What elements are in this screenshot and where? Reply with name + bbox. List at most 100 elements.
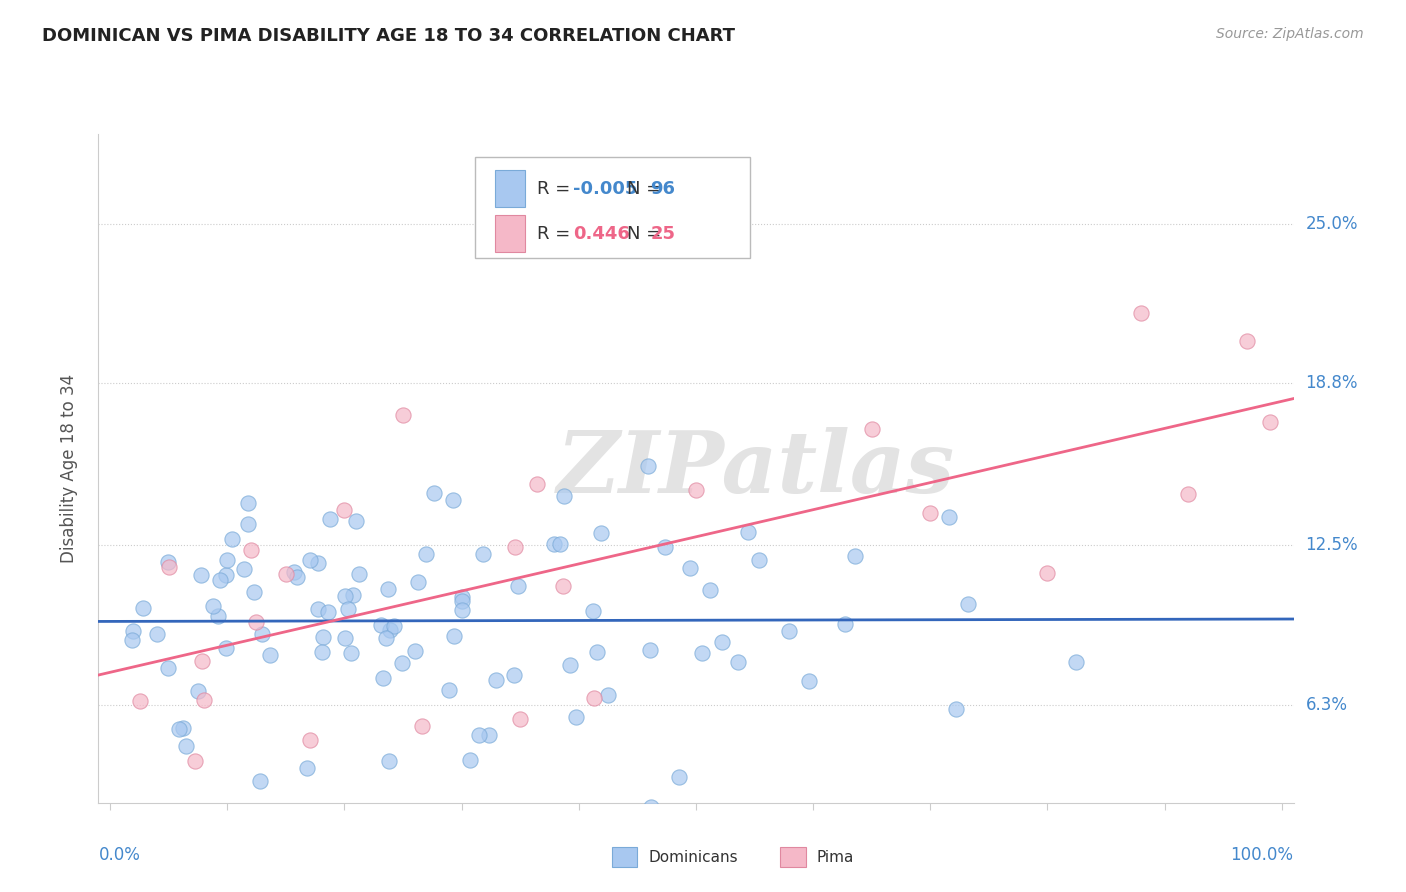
Point bbox=[596, 689, 619, 703]
Point bbox=[283, 566, 305, 580]
Text: 100.0%: 100.0% bbox=[1230, 847, 1294, 864]
Point bbox=[190, 567, 212, 582]
Point bbox=[1066, 655, 1088, 669]
Text: 18.8%: 18.8% bbox=[1305, 375, 1358, 392]
Point bbox=[860, 421, 883, 435]
Point bbox=[337, 601, 360, 615]
Point bbox=[737, 525, 759, 540]
Text: 0.446: 0.446 bbox=[572, 225, 630, 243]
Point bbox=[236, 516, 259, 531]
Point bbox=[252, 627, 274, 641]
Point bbox=[685, 483, 707, 498]
Point bbox=[699, 583, 721, 598]
Point bbox=[157, 661, 180, 675]
Point bbox=[450, 603, 472, 617]
Point bbox=[121, 632, 143, 647]
Point bbox=[797, 673, 820, 688]
Point bbox=[692, 646, 714, 660]
Point bbox=[371, 671, 394, 685]
Bar bbox=[495, 170, 524, 207]
Point bbox=[844, 549, 866, 563]
Point bbox=[184, 755, 207, 769]
Text: ZIPatlas: ZIPatlas bbox=[557, 426, 955, 510]
Point bbox=[1177, 486, 1199, 500]
Point bbox=[553, 579, 575, 593]
Point bbox=[249, 774, 271, 789]
Text: Pima: Pima bbox=[817, 850, 855, 864]
Point bbox=[548, 537, 571, 551]
Point bbox=[441, 492, 464, 507]
Point bbox=[583, 691, 606, 706]
Point bbox=[382, 619, 405, 633]
Point bbox=[468, 728, 491, 742]
Point bbox=[215, 567, 238, 582]
Point bbox=[553, 490, 575, 504]
Point bbox=[238, 496, 260, 510]
Text: -0.005: -0.005 bbox=[572, 179, 637, 198]
Text: R =: R = bbox=[537, 179, 576, 198]
Point bbox=[508, 579, 530, 593]
Text: 25: 25 bbox=[651, 225, 675, 243]
Point bbox=[439, 683, 461, 698]
Text: N =: N = bbox=[627, 225, 666, 243]
Point bbox=[450, 594, 472, 608]
Point bbox=[201, 599, 224, 613]
Point bbox=[307, 557, 329, 571]
Point bbox=[411, 719, 433, 733]
Point bbox=[186, 684, 208, 698]
Point bbox=[377, 582, 399, 597]
Point bbox=[526, 477, 548, 491]
Point bbox=[748, 552, 770, 566]
Point bbox=[299, 553, 322, 567]
Point bbox=[543, 536, 565, 550]
Point bbox=[638, 643, 661, 657]
Point bbox=[215, 640, 238, 655]
Point bbox=[374, 632, 396, 646]
Point bbox=[122, 624, 145, 638]
Point bbox=[640, 800, 662, 814]
Point bbox=[347, 566, 370, 581]
Point bbox=[458, 752, 481, 766]
Point bbox=[472, 547, 495, 561]
Point bbox=[344, 514, 367, 528]
Text: Source: ZipAtlas.com: Source: ZipAtlas.com bbox=[1216, 27, 1364, 41]
Point bbox=[333, 503, 356, 517]
Point bbox=[945, 702, 967, 716]
Point bbox=[423, 485, 446, 500]
Point bbox=[509, 712, 531, 726]
Point bbox=[378, 754, 401, 768]
Point bbox=[340, 646, 363, 660]
Point bbox=[582, 603, 605, 617]
Point bbox=[378, 623, 401, 637]
Point bbox=[191, 654, 214, 668]
Point bbox=[637, 459, 659, 474]
Point bbox=[193, 692, 215, 706]
Point bbox=[221, 532, 243, 546]
Point bbox=[233, 562, 256, 576]
Point bbox=[591, 525, 613, 540]
Point bbox=[679, 560, 702, 574]
Point bbox=[239, 543, 262, 558]
Point bbox=[404, 644, 426, 658]
Point bbox=[128, 693, 150, 707]
Point bbox=[392, 408, 415, 422]
Point bbox=[1036, 566, 1059, 581]
Point bbox=[778, 624, 800, 638]
Point bbox=[245, 615, 267, 630]
Text: 6.3%: 6.3% bbox=[1305, 696, 1347, 714]
Text: N =: N = bbox=[627, 179, 666, 198]
Point bbox=[502, 667, 524, 681]
Point bbox=[319, 512, 342, 526]
Point bbox=[209, 573, 232, 587]
Point bbox=[451, 591, 474, 605]
Text: R =: R = bbox=[537, 225, 576, 243]
Point bbox=[333, 632, 356, 646]
Point bbox=[485, 673, 508, 687]
Point bbox=[443, 629, 465, 643]
Point bbox=[565, 709, 588, 723]
Point bbox=[274, 567, 297, 582]
Point bbox=[132, 600, 155, 615]
Point bbox=[285, 570, 308, 584]
Point bbox=[167, 722, 190, 736]
Point bbox=[415, 547, 437, 561]
